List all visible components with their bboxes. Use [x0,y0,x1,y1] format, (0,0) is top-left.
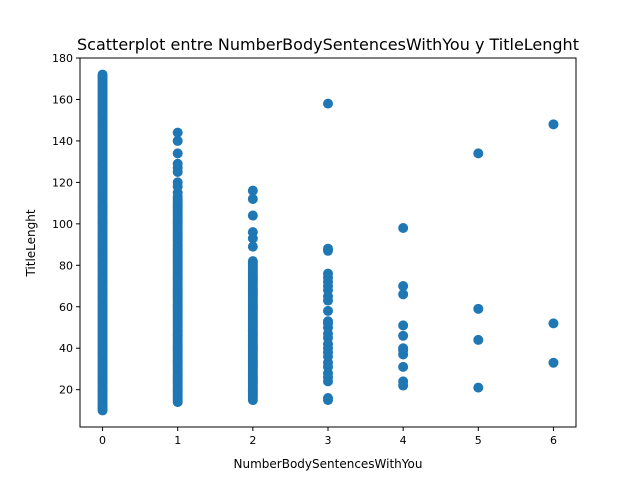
scatter-point [172,135,183,146]
scatter-point [172,127,183,138]
y-tick-label: 80 [59,259,73,272]
y-axis-label: TitleLenght [24,209,38,277]
scatter-point [323,243,333,254]
scatter-point [323,268,333,279]
x-tick-label: 6 [550,434,557,447]
x-axis-label: NumberBodySentencesWithYou [234,457,423,471]
scatter-point [247,227,258,238]
scatter-point [247,210,258,221]
scatter-point [473,334,484,345]
scatter-point [548,357,559,368]
scatter-point [398,281,409,292]
x-tick-label: 1 [174,434,181,447]
scatter-points [97,69,559,416]
scatter-point [323,305,333,316]
y-axis-ticks: 20 40 60 80 100 120 140 160 180 [52,52,80,397]
scatter-point [172,158,183,169]
y-tick-label: 180 [52,52,73,65]
y-tick-label: 60 [59,301,73,314]
y-tick-label: 120 [52,176,73,189]
scatter-point [323,316,333,327]
y-tick-label: 100 [52,218,73,231]
y-tick-label: 40 [59,342,73,355]
scatter-point [247,241,258,252]
scatter-point [398,222,409,233]
x-tick-label: 3 [325,434,332,447]
y-tick-label: 140 [52,135,73,148]
scatter-point [172,177,183,188]
scatter-point [398,361,409,372]
scatter-point [247,256,258,267]
scatter-point [247,185,258,196]
y-tick-label: 20 [59,384,73,397]
x-tick-label: 5 [475,434,482,447]
scatter-point [172,148,183,159]
scatter-point [398,289,409,300]
scatter-point [247,193,258,204]
scatter-point [398,376,409,387]
scatter-point [473,382,484,393]
scatter-point [473,148,484,159]
scatter-point [473,303,484,314]
scatter-point [323,392,333,403]
scatter-point [398,320,409,331]
plot-frame [79,57,577,428]
scatter-point [398,343,409,354]
scatter-point [398,330,409,341]
x-tick-label: 0 [99,434,106,447]
x-axis-ticks: 0 1 2 3 4 5 6 [99,427,557,447]
scatter-point [97,69,108,80]
x-tick-label: 2 [249,434,256,447]
scatter-point [548,318,559,329]
scatter-point [323,98,333,109]
scatter-point [548,119,559,130]
y-tick-label: 160 [52,93,73,106]
x-tick-label: 4 [400,434,407,447]
chart-title: Scatterplot entre NumberBodySentencesWit… [77,35,579,54]
